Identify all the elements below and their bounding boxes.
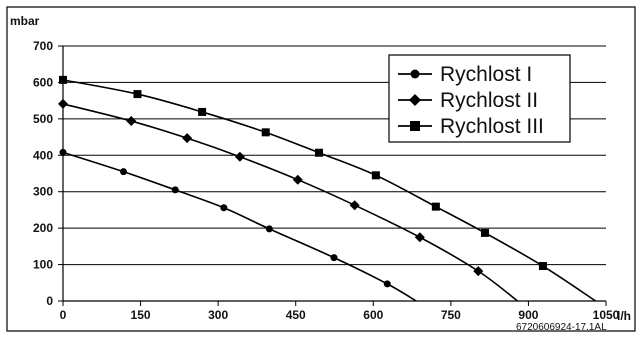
data-point bbox=[473, 266, 484, 277]
data-point bbox=[480, 228, 489, 237]
data-point bbox=[349, 200, 360, 211]
axes bbox=[62, 46, 606, 302]
data-point bbox=[265, 225, 273, 233]
data-point bbox=[292, 174, 303, 185]
data-point bbox=[330, 254, 338, 262]
y-tick-label: 200 bbox=[33, 221, 53, 235]
data-point bbox=[371, 171, 380, 180]
series-1 bbox=[59, 148, 417, 302]
legend-marker bbox=[410, 121, 420, 131]
y-tick-label: 300 bbox=[33, 185, 53, 199]
x-tick-label: 450 bbox=[286, 308, 306, 322]
x-tick-label: 0 bbox=[60, 308, 67, 322]
series-group bbox=[58, 75, 597, 302]
y-tick-label: 700 bbox=[33, 39, 53, 53]
data-point bbox=[182, 133, 193, 144]
series-line bbox=[62, 151, 417, 302]
x-tick-label: 900 bbox=[518, 308, 538, 322]
legend-marker bbox=[409, 94, 421, 106]
figure-code: 6720606924-17.1AL bbox=[516, 322, 607, 333]
data-point bbox=[220, 204, 228, 212]
data-point bbox=[120, 168, 128, 176]
x-tick-label: 1050 bbox=[593, 308, 620, 322]
legend-marker bbox=[410, 69, 420, 79]
data-point bbox=[261, 128, 270, 137]
x-tick-label: 600 bbox=[363, 308, 383, 322]
y-tick-label: 400 bbox=[33, 148, 53, 162]
outer-frame bbox=[6, 6, 636, 332]
y-tick-label: 0 bbox=[46, 294, 53, 308]
legend-label: Rychlost II bbox=[440, 89, 538, 112]
tick-labels: 0 100 200 300 400 500 600 700 0 150 300 450 600 750 90… bbox=[33, 39, 620, 322]
series-3 bbox=[59, 75, 597, 302]
legend-label: Rychlost III bbox=[440, 115, 544, 138]
data-point bbox=[198, 107, 207, 116]
x-tick-label: 150 bbox=[131, 308, 151, 322]
data-point bbox=[431, 202, 440, 211]
x-tick-label: 750 bbox=[441, 308, 461, 322]
legend-label: Rychlost I bbox=[440, 63, 532, 86]
y-tick-label: 500 bbox=[33, 112, 53, 126]
data-point bbox=[133, 90, 142, 99]
legend: Rychlost I Rychlost II Rychlost III bbox=[388, 54, 571, 143]
y-tick-label: 100 bbox=[33, 258, 53, 272]
y-tick-label: 600 bbox=[33, 75, 53, 89]
data-point bbox=[59, 148, 67, 156]
x-axis-title: l/h bbox=[617, 309, 631, 323]
data-point bbox=[234, 151, 245, 162]
data-point bbox=[538, 262, 547, 271]
x-tick-label: 300 bbox=[208, 308, 228, 322]
data-point bbox=[59, 75, 67, 84]
legend-entry: Rychlost I bbox=[398, 63, 532, 86]
data-point bbox=[58, 98, 68, 109]
data-point bbox=[314, 148, 323, 157]
series-line bbox=[62, 79, 597, 302]
legend-entry: Rychlost III bbox=[398, 115, 544, 138]
data-point bbox=[126, 116, 137, 127]
data-point bbox=[414, 232, 425, 243]
data-point bbox=[383, 280, 391, 288]
data-point bbox=[171, 186, 179, 194]
y-axis-title: mbar bbox=[10, 14, 40, 28]
series-2 bbox=[58, 98, 519, 302]
legend-entry: Rychlost II bbox=[398, 89, 538, 112]
